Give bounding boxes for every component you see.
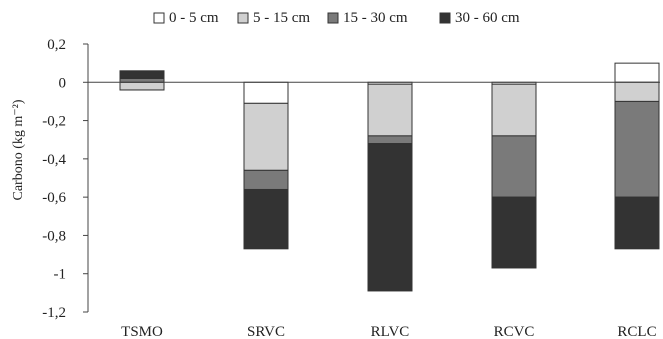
bar-segment-5_15cm-RCLC	[614, 81, 660, 102]
y-tick-label: -0,2	[42, 114, 66, 130]
bar-segment-30_60cm-SRVC	[243, 188, 289, 250]
x-category-label: RCLC	[617, 324, 656, 339]
y-axis-label: Carbono (kg m⁻²)	[11, 99, 26, 200]
y-tick-label: 0	[59, 75, 67, 91]
y-tick-label: 0,2	[47, 37, 66, 53]
legend-swatch	[327, 12, 339, 24]
bar-segment-5_15cm-RLVC	[367, 83, 413, 137]
bar-segment-5_15cm-SRVC	[243, 102, 289, 171]
x-category-label: SRVC	[247, 324, 285, 339]
x-axis-categories: TSMO SRVC RLVC RCVC RCLC	[121, 324, 656, 339]
bar-segment-15_30cm-RLVC	[367, 135, 413, 145]
legend-label: 0 - 5 cm	[169, 10, 219, 26]
bar-segment-15_30cm-SRVC	[243, 169, 289, 190]
y-tick-label: -0,8	[42, 228, 66, 244]
bar-segment-30_60cm-TSMO	[119, 70, 165, 79]
legend-label: 30 - 60 cm	[455, 10, 520, 26]
y-tick-label: -0,6	[42, 190, 66, 206]
bar-segment-15_30cm-RCLC	[614, 100, 660, 198]
y-tick-label: -1	[54, 267, 67, 283]
x-category-label: TSMO	[121, 324, 163, 339]
bar-segment-30_60cm-RCLC	[614, 196, 660, 250]
x-category-label: RCVC	[494, 324, 535, 339]
bar-segment-5_15cm-TSMO	[119, 81, 165, 91]
bar-segment-30_60cm-RLVC	[367, 143, 413, 292]
chart-legend: 0 - 5 cm 5 - 15 cm 15 - 30 cm 30 - 60 cm	[153, 10, 520, 26]
bar-segment-0_5cm-SRVC	[243, 81, 289, 104]
legend-label: 5 - 15 cm	[253, 10, 310, 26]
bar-segment-0_5cm-RCLC	[614, 62, 660, 83]
bar-segment-5_15cm-RCVC	[491, 83, 537, 137]
legend-swatch	[237, 12, 249, 24]
bar-segment-30_60cm-RCVC	[491, 196, 537, 269]
legend-swatch	[439, 12, 451, 24]
legend-label: 15 - 30 cm	[343, 10, 408, 26]
y-tick-label: -0,4	[42, 152, 66, 168]
bar-segment-15_30cm-TSMO	[119, 77, 165, 83]
y-tick-label: -1,2	[42, 305, 66, 321]
legend-swatch	[153, 12, 165, 24]
bar-segment-15_30cm-RCVC	[491, 135, 537, 198]
x-category-label: RLVC	[371, 324, 410, 339]
bar-segments	[119, 62, 660, 292]
y-axis-ticks: 0,2 0 -0,2 -0,4 -0,6 -0,8 -1 -1,2	[42, 37, 88, 321]
